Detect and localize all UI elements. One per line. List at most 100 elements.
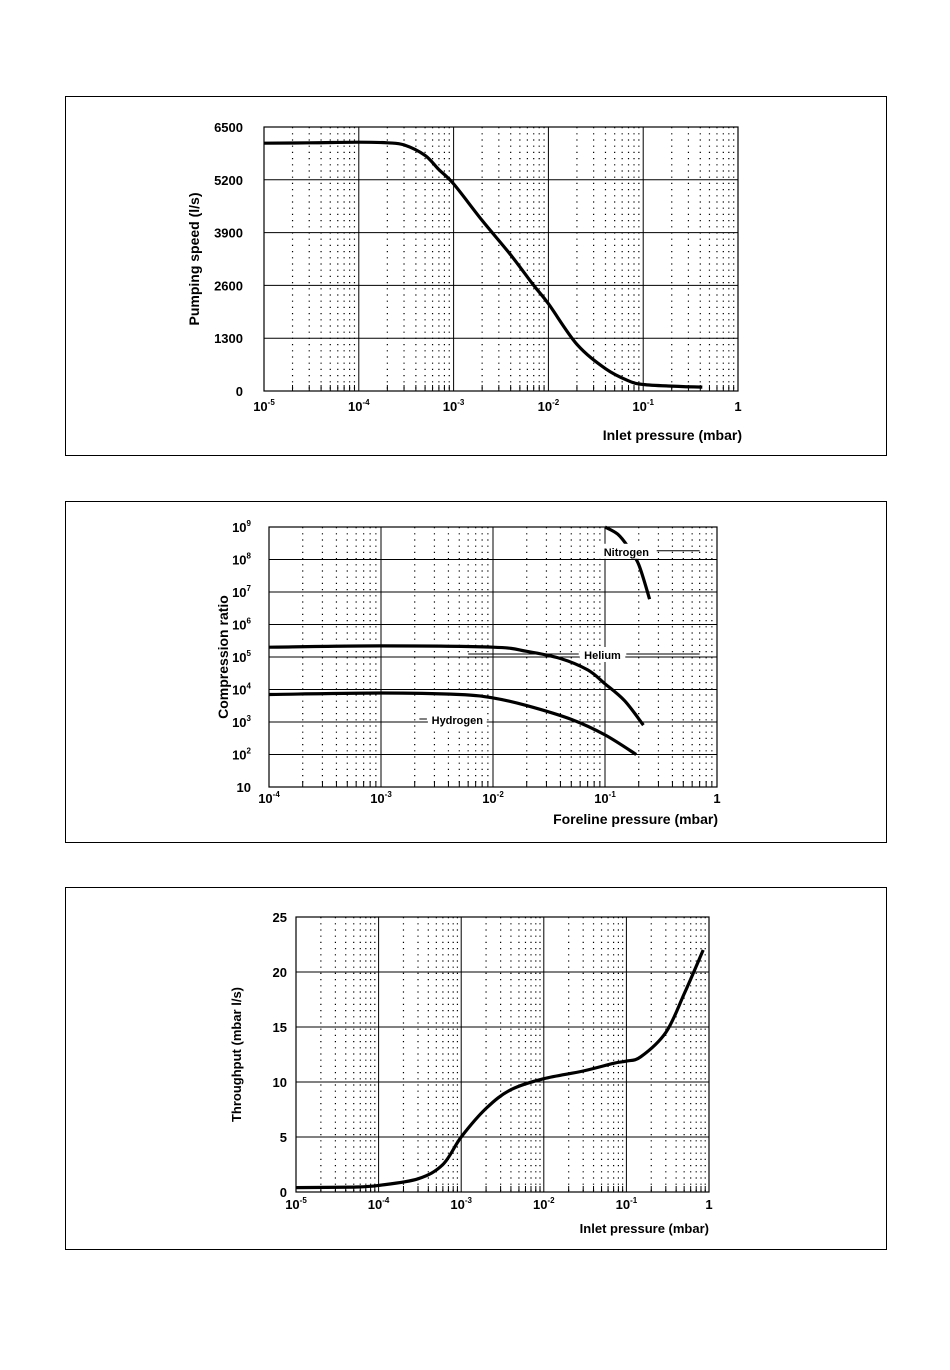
x-tick-label: 1 [713, 791, 720, 806]
series-line [295, 949, 705, 1190]
y-tick-label: 5 [280, 1130, 287, 1145]
x-tick-label-base: 10 [482, 791, 496, 806]
y-tick-label: 6500 [214, 120, 243, 135]
y-tick-labels: 0 5 10 15 20 25 [273, 910, 287, 1200]
x-tick-label-exp: -4 [382, 1196, 390, 1205]
y-tick-label: 2600 [214, 278, 243, 293]
x-tick-label: 10-1 [594, 790, 616, 806]
y-tick-label: 3900 [214, 226, 243, 241]
y-tick-label-exp: 4 [247, 682, 252, 691]
y-tick-label: 105 [232, 649, 251, 665]
grid [263, 126, 739, 392]
y-tick-label: 25 [273, 910, 287, 925]
series-line-helium [268, 644, 645, 727]
y-tick-label-base: 10 [232, 748, 246, 763]
y-tick-label: 0 [280, 1185, 287, 1200]
x-tick-label-base: 10 [533, 1197, 547, 1212]
y-tick-label: 10 [237, 780, 251, 795]
y-tick-label-base: 10 [232, 715, 246, 730]
y-tick-label: 1300 [214, 331, 243, 346]
x-tick-label-base: 1 [713, 791, 720, 806]
y-tick-label-base: 10 [232, 520, 246, 535]
y-tick-label-exp: 9 [247, 519, 252, 528]
y-tick-label-exp: 3 [247, 714, 252, 723]
x-tick-labels: 10-5 10-4 10-3 10-2 10-1 1 [253, 398, 741, 414]
x-tick-label-exp: -5 [268, 398, 276, 407]
y-tick-label: 108 [232, 552, 251, 568]
y-tick-label: 0 [236, 384, 243, 399]
y-tick-label-exp: 6 [247, 617, 252, 626]
x-tick-labels: 10-5 10-4 10-3 10-2 10-1 1 [285, 1196, 712, 1212]
y-tick-label-base: 10 [237, 780, 251, 795]
x-tick-label-exp: -4 [362, 398, 370, 407]
x-tick-label: 10-1 [632, 398, 654, 414]
x-tick-label-exp: -1 [609, 790, 617, 799]
x-tick-label-base: 10 [348, 399, 362, 414]
series-label-helium: Helium [584, 650, 621, 662]
compression-ratio-chart: 10-4 10-3 10-2 10-1 110102103104105106107108… [215, 519, 721, 827]
x-tick-label-base: 10 [450, 1197, 464, 1212]
y-axis-label: Throughput (mbar l/s) [229, 987, 244, 1122]
y-tick-label-exp: 5 [247, 649, 252, 658]
x-tick-label-base: 10 [616, 1197, 630, 1212]
x-tick-label-exp: -3 [385, 790, 393, 799]
x-tick-label-exp: -4 [273, 790, 281, 799]
grid [295, 916, 710, 1193]
x-tick-label-exp: -1 [647, 398, 655, 407]
x-tick-label: 10-1 [616, 1196, 638, 1212]
y-tick-label-base: 10 [232, 585, 246, 600]
x-tick-label-base: 10 [285, 1197, 299, 1212]
y-tick-label-exp: 7 [247, 584, 252, 593]
x-tick-label: 1 [734, 399, 741, 414]
x-tick-label: 10-3 [370, 790, 392, 806]
x-tick-label-base: 10 [370, 791, 384, 806]
series-label-bg [579, 647, 626, 662]
y-tick-label: 20 [273, 965, 287, 980]
pumping-speed-panel: 10-5 10-4 10-3 10-2 10-1 1 0 1300 2600 3900 5200 65… [65, 96, 887, 456]
y-tick-label-base: 10 [232, 553, 246, 568]
compression-ratio-panel: 10-4 10-3 10-2 10-1 1 10 102 103 104 105 106 107 108… [65, 501, 887, 843]
y-tick-label-base: 10 [232, 618, 246, 633]
y-tick-label-exp: 8 [247, 552, 252, 561]
throughput-panel: 10-5 10-4 10-3 10-2 10-1 1 0 5 10 15 20 25 Inlet pre… [65, 887, 887, 1250]
x-tick-label: 10-5 [285, 1196, 307, 1212]
x-tick-label-exp: -3 [465, 1196, 473, 1205]
y-tick-label: 102 [232, 747, 251, 763]
x-axis-label: Inlet pressure (mbar) [580, 1221, 709, 1236]
x-tick-labels: 10-4 10-3 10-2 10-1 1 [258, 790, 720, 806]
pumping-speed-chart: 10-5 10-4 10-3 10-2 10-1 10130026003900520065… [186, 120, 742, 443]
x-tick-label: 10-3 [450, 1196, 472, 1212]
x-tick-label: 10-4 [258, 790, 280, 806]
x-tick-label: 10-5 [253, 398, 275, 414]
y-tick-label: 5200 [214, 173, 243, 188]
x-tick-label-base: 10 [538, 399, 552, 414]
y-tick-label: 104 [232, 682, 251, 698]
x-tick-label-base: 10 [632, 399, 646, 414]
x-tick-label: 10-4 [368, 1196, 390, 1212]
x-tick-label-exp: -5 [300, 1196, 308, 1205]
plot-frame [295, 916, 710, 1193]
y-tick-label: 109 [232, 519, 251, 535]
y-tick-label-base: 10 [232, 683, 246, 698]
x-tick-label-base: 10 [443, 399, 457, 414]
y-tick-label: 15 [273, 1020, 287, 1035]
x-tick-label-base: 10 [258, 791, 272, 806]
series-label-nitrogen: Nitrogen [604, 547, 650, 559]
series-line [263, 140, 703, 389]
plot-frame [263, 126, 739, 392]
x-tick-label-base: 10 [253, 399, 267, 414]
x-tick-label-base: 10 [368, 1197, 382, 1212]
x-tick-label-base: 10 [594, 791, 608, 806]
x-tick-label-exp: -1 [630, 1196, 638, 1205]
x-tick-label: 10-2 [533, 1196, 555, 1212]
series-line-nitrogen [604, 525, 652, 600]
x-axis-label: Foreline pressure (mbar) [553, 811, 718, 827]
y-tick-label: 103 [232, 714, 251, 730]
x-tick-label: 10-2 [538, 398, 560, 414]
x-tick-label-exp: -2 [552, 398, 560, 407]
x-tick-label-exp: -2 [547, 1196, 555, 1205]
x-tick-label: 1 [705, 1197, 712, 1212]
grid [268, 526, 718, 788]
